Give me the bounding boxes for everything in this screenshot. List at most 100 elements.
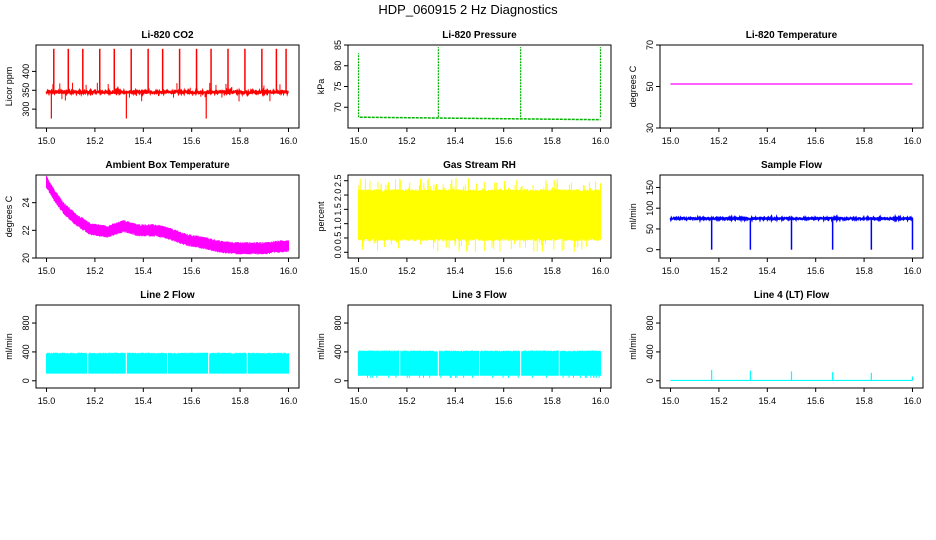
chart-5-xtick-label-1: 15.0	[350, 266, 368, 276]
chart-5-xtick-label-6: 16.0	[592, 266, 610, 276]
chart-1-xtick-label-2: 15.2	[86, 136, 104, 146]
figure-title: HDP_060915 2 Hz Diagnostics	[378, 2, 558, 17]
chart-4-xtick-label-3: 15.4	[135, 266, 153, 276]
chart-9-xtick-label-5: 15.8	[855, 396, 873, 406]
chart-6-xtick-label-1: 15.0	[662, 266, 680, 276]
chart-4-ylabel: degrees C	[4, 195, 14, 237]
chart-6-xtick-label-6: 16.0	[904, 266, 922, 276]
chart-9-title: Line 4 (LT) Flow	[754, 290, 830, 301]
chart-7-frame	[35, 304, 300, 389]
chart-panel-9: Line 4 (LT) Flow 15.0 15.2 15.4 15.6 15.8 16.0…	[628, 290, 924, 406]
chart-3-xtick-label-3: 15.4	[759, 136, 777, 146]
chart-3-xtick-label-1: 15.0	[662, 136, 680, 146]
chart-4-band	[46, 175, 289, 255]
chart-7-xtick-label-6: 16.0	[280, 396, 298, 406]
chart-4-xtick-label-5: 15.8	[231, 266, 249, 276]
chart-2-xtick-label-2: 15.2	[398, 136, 416, 146]
chart-panel-2: Li-820 Pressure 15.0 15.2 15.4 15.6 15.8 16.0 7…	[316, 30, 612, 146]
chart-2-ytick-label-3: 80	[333, 61, 343, 71]
chart-1-ytick-label-1: 300	[21, 102, 31, 117]
chart-2-series	[357, 47, 602, 121]
chart-7-series	[46, 352, 289, 374]
chart-6-ytick-label-4: 150	[645, 180, 655, 195]
chart-2-xtick-label-1: 15.0	[350, 136, 368, 146]
chart-6-frame	[659, 174, 924, 259]
chart-7-xtick-label-4: 15.6	[183, 396, 201, 406]
chart-panel-5: Gas Stream RH 15.0 15.2 15.4 15.6 15.8 16.0 0.0…	[316, 160, 612, 276]
chart-9-xtick-label-4: 15.6	[807, 396, 825, 406]
chart-4-xtick-label-2: 15.2	[86, 266, 104, 276]
chart-4-ytick-label-3: 24	[21, 198, 31, 208]
chart-8-xtick-label-6: 16.0	[592, 396, 610, 406]
chart-4-ytick-label-2: 22	[21, 225, 31, 235]
chart-6-ytick-label-3: 100	[645, 201, 655, 216]
chart-7-xtick-label-1: 15.0	[38, 396, 56, 406]
chart-5-ytick-label-6: 2.5	[333, 174, 343, 187]
chart-9-ylabel: ml/min	[628, 333, 638, 360]
chart-5-title: Gas Stream RH	[443, 160, 516, 171]
chart-8-series	[358, 350, 601, 378]
chart-8-title: Line 3 Flow	[452, 290, 507, 301]
chart-6-ytick-label-2: 50	[645, 224, 655, 234]
chart-7-ytick-label-1: 0	[21, 378, 31, 383]
chart-5-ytick-label-3: 1.0	[333, 217, 343, 230]
chart-8-band	[358, 350, 601, 378]
chart-6-xtick-label-5: 15.8	[855, 266, 873, 276]
chart-5-ytick-label-2: 0.5	[333, 232, 343, 245]
chart-7-xtick-label-3: 15.4	[135, 396, 153, 406]
chart-6-ylabel: ml/min	[628, 203, 638, 230]
chart-6-xtick-label-3: 15.4	[759, 266, 777, 276]
chart-6-xtick-label-2: 15.2	[710, 266, 728, 276]
chart-2-xtick-label-5: 15.8	[543, 136, 561, 146]
chart-3-xtick-label-6: 16.0	[904, 136, 922, 146]
chart-panel-7: Line 2 Flow 15.0 15.2 15.4 15.6 15.8 16.0 0 400 8…	[4, 290, 300, 406]
chart-5-ytick-label-1: 0.0	[333, 246, 343, 259]
chart-3-xtick-label-2: 15.2	[710, 136, 728, 146]
chart-9-ytick-label-3: 800	[645, 316, 655, 331]
chart-8-ytick-label-1: 0	[333, 378, 343, 383]
chart-1-ylabel: Licor ppm	[4, 67, 14, 107]
chart-9-ytick-label-2: 400	[645, 344, 655, 359]
chart-3-ylabel: degrees C	[628, 65, 638, 107]
chart-3-ytick-label-1: 30	[645, 123, 655, 133]
chart-8-frame	[347, 304, 612, 389]
chart-4-series	[46, 175, 289, 255]
chart-2-title: Li-820 Pressure	[442, 30, 517, 41]
chart-9-series	[670, 369, 914, 382]
chart-4-title: Ambient Box Temperature	[105, 160, 230, 171]
chart-4-xtick-label-4: 15.6	[183, 266, 201, 276]
chart-9-xtick-label-3: 15.4	[759, 396, 777, 406]
chart-1-ytick-label-3: 400	[21, 64, 31, 79]
chart-panel-4: Ambient Box Temperature 15.0 15.2 15.4 15.6 1…	[4, 160, 300, 276]
chart-5-ylabel: percent	[316, 201, 326, 232]
chart-1-xtick-label-6: 16.0	[280, 136, 298, 146]
chart-9-xtick-label-2: 15.2	[710, 396, 728, 406]
chart-1-series	[45, 48, 289, 119]
chart-5-xtick-label-5: 15.8	[543, 266, 561, 276]
chart-8-ylabel: ml/min	[316, 333, 326, 360]
chart-panel-8: Line 3 Flow 15.0 15.2 15.4 15.6 15.8 16.0 0 400 8…	[316, 290, 612, 406]
chart-5-series	[358, 177, 601, 252]
chart-3-title: Li-820 Temperature	[746, 30, 838, 41]
chart-8-xtick-label-5: 15.8	[543, 396, 561, 406]
chart-1-xtick-label-1: 15.0	[38, 136, 56, 146]
chart-1-ytick-label-2: 350	[21, 83, 31, 98]
chart-7-title: Line 2 Flow	[140, 290, 195, 301]
chart-9-xtick-label-1: 15.0	[662, 396, 680, 406]
chart-9-ytick-label-1: 0	[645, 378, 655, 383]
chart-9-xtick-label-6: 16.0	[904, 396, 922, 406]
chart-7-xtick-label-2: 15.2	[86, 396, 104, 406]
chart-7-ytick-label-2: 400	[21, 344, 31, 359]
chart-4-xtick-label-6: 16.0	[280, 266, 298, 276]
chart-8-xtick-label-2: 15.2	[398, 396, 416, 406]
chart-5-ytick-label-5: 2.0	[333, 189, 343, 202]
chart-8-ytick-label-3: 800	[333, 316, 343, 331]
chart-4-frame	[35, 174, 300, 259]
chart-4-ytick-label-1: 20	[21, 253, 31, 263]
chart-3-xtick-label-5: 15.8	[855, 136, 873, 146]
chart-1-frame	[35, 44, 300, 129]
chart-panel-3: Li-820 Temperature 15.0 15.2 15.4 15.6 15.8 16…	[628, 30, 924, 146]
chart-7-ylabel: ml/min	[4, 333, 14, 360]
